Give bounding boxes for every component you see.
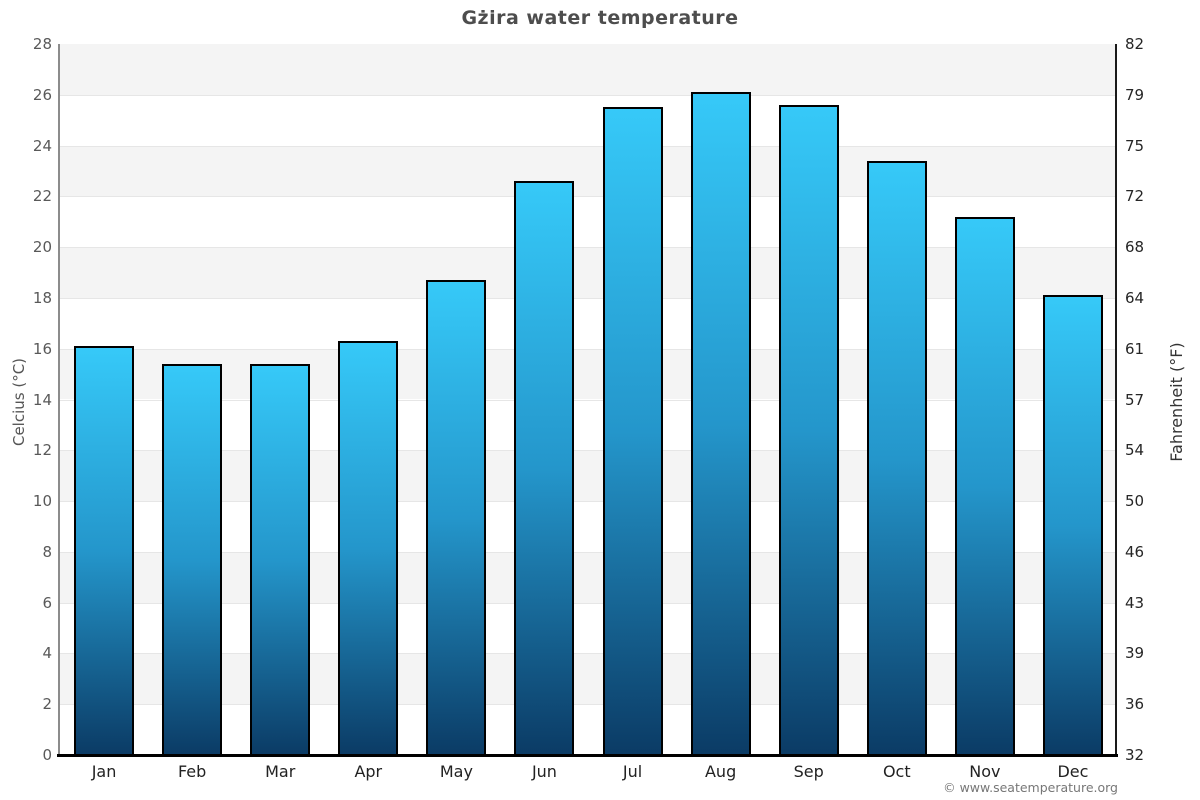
month-label-feb: Feb xyxy=(177,762,207,781)
bar-may xyxy=(426,280,487,755)
grid-band xyxy=(60,247,1117,298)
gridline xyxy=(60,348,1117,350)
plot-area xyxy=(60,44,1117,755)
grid-band xyxy=(60,145,1117,197)
fahrenheit-tick-54: 54 xyxy=(1125,441,1145,460)
fahrenheit-tick-72: 72 xyxy=(1125,187,1145,206)
bar-jun xyxy=(514,181,575,755)
gridline xyxy=(60,501,1117,503)
celsius-tick-22: 22 xyxy=(32,187,52,206)
month-label-may: May xyxy=(439,762,473,781)
fahrenheit-tick-57: 57 xyxy=(1125,390,1145,409)
gridline xyxy=(60,704,1117,706)
bar-dec xyxy=(1042,295,1103,755)
celsius-tick-28: 28 xyxy=(32,35,52,53)
bar-sep xyxy=(778,104,839,755)
month-label-nov: Nov xyxy=(969,762,1001,781)
gridline xyxy=(60,450,1117,452)
month-label-jun: Jun xyxy=(531,762,557,781)
grid-band xyxy=(60,653,1117,705)
fahrenheit-tick-61: 61 xyxy=(1125,339,1145,358)
month-label-jan: Jan xyxy=(91,762,117,781)
fahrenheit-tick-32: 32 xyxy=(1125,746,1145,764)
gridline xyxy=(60,551,1117,553)
bar-jul xyxy=(602,107,663,755)
celsius-tick-18: 18 xyxy=(32,288,52,307)
fahrenheit-tick-36: 36 xyxy=(1125,695,1145,714)
celsius-tick-4: 4 xyxy=(42,644,52,663)
bar-nov xyxy=(954,216,1015,755)
celsius-tick-12: 12 xyxy=(32,441,52,460)
celsius-tick-16: 16 xyxy=(32,339,52,358)
fahrenheit-tick-46: 46 xyxy=(1125,542,1145,561)
month-label-mar: Mar xyxy=(265,762,296,781)
fahrenheit-tick-50: 50 xyxy=(1125,492,1145,511)
celsius-tick-24: 24 xyxy=(32,136,52,155)
fahrenheit-tick-68: 68 xyxy=(1125,238,1145,257)
left-axis-line xyxy=(58,44,60,755)
grid-band xyxy=(60,450,1117,502)
gridline xyxy=(60,196,1117,198)
gridline xyxy=(60,94,1117,96)
month-label-dec: Dec xyxy=(1057,762,1089,781)
gridline xyxy=(60,653,1117,655)
gridline xyxy=(60,145,1117,147)
grid-band xyxy=(60,348,1117,400)
celsius-tick-6: 6 xyxy=(42,593,52,612)
chart-title: Gżira water temperature xyxy=(461,7,739,29)
grid-band xyxy=(60,551,1117,603)
fahrenheit-tick-39: 39 xyxy=(1125,644,1145,663)
month-label-oct: Oct xyxy=(882,762,911,781)
bottom-axis-line xyxy=(57,754,1118,757)
right-axis-line xyxy=(1115,44,1117,755)
bar-apr xyxy=(338,341,399,755)
fahrenheit-tick-43: 43 xyxy=(1125,593,1145,612)
grid-band xyxy=(60,44,1117,95)
fahrenheit-tick-79: 79 xyxy=(1125,85,1145,104)
celsius-tick-10: 10 xyxy=(32,492,52,511)
gridline xyxy=(60,399,1117,401)
celsius-tick-8: 8 xyxy=(42,542,52,561)
copyright-credit: © www.seatemperature.org xyxy=(943,780,1118,795)
month-label-aug: Aug xyxy=(704,762,737,781)
gridline xyxy=(60,247,1117,249)
bar-oct xyxy=(866,160,927,755)
month-label-sep: Sep xyxy=(793,762,824,781)
month-label-jul: Jul xyxy=(622,762,643,781)
gridline xyxy=(60,602,1117,604)
celsius-tick-0: 0 xyxy=(42,746,52,764)
month-label-apr: Apr xyxy=(354,762,383,781)
fahrenheit-tick-82: 82 xyxy=(1125,35,1145,53)
bar-jan xyxy=(74,346,135,755)
gridline xyxy=(60,297,1117,299)
bar-mar xyxy=(250,363,311,755)
bar-aug xyxy=(690,92,751,755)
bar-feb xyxy=(162,363,223,755)
fahrenheit-tick-64: 64 xyxy=(1125,288,1145,307)
celsius-tick-2: 2 xyxy=(42,695,52,714)
fahrenheit-tick-75: 75 xyxy=(1125,136,1145,155)
celsius-tick-14: 14 xyxy=(32,390,52,409)
celsius-tick-26: 26 xyxy=(32,85,52,104)
celsius-tick-20: 20 xyxy=(32,238,52,257)
